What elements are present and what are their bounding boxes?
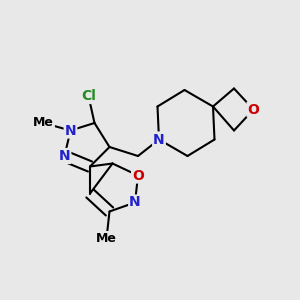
Text: N: N	[65, 124, 76, 137]
Text: N: N	[59, 149, 70, 163]
Text: Cl: Cl	[81, 89, 96, 103]
Text: O: O	[132, 169, 144, 182]
Text: N: N	[129, 196, 141, 209]
Text: O: O	[248, 103, 260, 116]
Text: Me: Me	[96, 232, 117, 245]
Text: N: N	[153, 133, 165, 146]
Text: Me: Me	[33, 116, 54, 130]
